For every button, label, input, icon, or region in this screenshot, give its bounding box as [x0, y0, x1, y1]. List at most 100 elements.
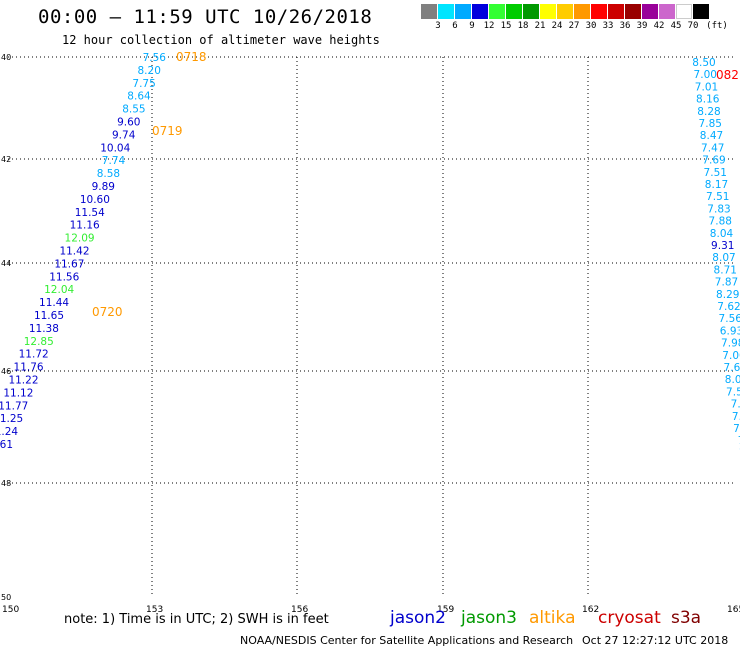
scale-label: (ft) — [706, 21, 728, 31]
wave-height-value: 9.74 — [112, 129, 136, 141]
wave-height-value: 11.24 — [0, 426, 18, 438]
y-tick-label: 42 — [1, 155, 11, 164]
wave-height-value: 7.75 — [132, 78, 155, 90]
satellite-track-2: 8.507.007.018.168.287.858.477.477.697.51… — [692, 57, 740, 459]
wave-height-value: 7.51 — [706, 191, 729, 203]
wave-height-value: 11.44 — [39, 297, 69, 309]
wave-height-value: 7.63 — [724, 362, 740, 374]
scale-label: 27 — [568, 21, 580, 31]
x-tick-label: 153 — [146, 605, 163, 615]
wave-height-value: 7.6 — [733, 423, 740, 435]
wave-height-value: 10.60 — [80, 194, 110, 206]
wave-height-value: 7.06 — [722, 350, 740, 362]
wave-height-value: 11.16 — [70, 220, 100, 232]
scale-swatch — [557, 4, 574, 19]
wave-height-value: 11.42 — [59, 246, 89, 258]
wave-height-value: 7.88 — [709, 216, 732, 228]
scale-label: 45 — [670, 21, 682, 31]
wave-height-value: 7.56 — [143, 52, 167, 64]
wave-height-value: 8.04 — [710, 228, 734, 240]
wave-height-value: 8.16 — [696, 94, 720, 106]
wave-height-value: 11.54 — [75, 207, 105, 219]
wave-height-value: 7. — [739, 447, 740, 459]
y-tick-label: 46 — [1, 367, 11, 376]
scale-label: 12 — [483, 21, 495, 31]
wave-height-value: 7. — [738, 435, 740, 447]
x-axis-ticks: 150 153 156 159 162 165 — [2, 605, 740, 615]
wave-height-value: 7.83 — [707, 203, 730, 215]
wave-height-value: 11.77 — [0, 400, 28, 412]
wave-height-value: 8.64 — [127, 91, 151, 103]
legend-entry-jason2: jason2 — [390, 608, 446, 628]
wave-height-value: 7.98 — [721, 338, 740, 350]
wave-height-value: 12.85 — [24, 336, 54, 348]
scale-swatch — [489, 4, 506, 19]
scale-swatch — [625, 4, 642, 19]
wave-height-value: 9.31 — [711, 240, 734, 252]
wave-height-value: 8.17 — [705, 179, 728, 191]
legend-entry-jason3: jason3 — [461, 608, 517, 628]
scale-swatch — [523, 4, 540, 19]
note-text: note: 1) Time is in UTC; 2) SWH is in fe… — [64, 612, 329, 627]
wave-height-value: 10.04 — [100, 142, 130, 154]
legend-entry-s3a: s3a — [671, 608, 702, 628]
scale-swatch — [591, 4, 608, 19]
wave-height-value: 8.47 — [700, 130, 723, 142]
wave-height-value: 7.51 — [704, 167, 727, 179]
wave-height-value: 7.3 — [731, 399, 740, 411]
x-tick-label: 165 — [727, 605, 740, 615]
wave-height-value: 8.05 — [725, 374, 740, 386]
scale-label: 24 — [551, 21, 563, 31]
scale-swatch — [642, 4, 659, 19]
credit-text: NOAA/NESDIS Center for Satellite Applica… — [240, 634, 574, 647]
wave-height-value: 7.01 — [695, 81, 718, 93]
wave-height-value: 11.61 — [0, 439, 13, 451]
legend-entry-altika: altika — [529, 608, 576, 628]
scale-swatch — [659, 4, 676, 19]
scale-swatch — [472, 4, 489, 19]
legend-entry-cryosat: cryosat — [598, 608, 661, 628]
wave-height-value: 12.04 — [44, 284, 74, 296]
wave-height-value: 11.56 — [49, 271, 79, 283]
scale-label: 18 — [517, 21, 529, 31]
y-axis-ticks: 40 42 44 46 48 50 — [1, 53, 11, 602]
wave-height-value: 11.76 — [14, 362, 44, 374]
color-scale-labels: 3 6 9 12 15 18 21 24 27 30 33 36 39 42 45 70 (ft) — [421, 21, 740, 33]
wave-height-value: 8.20 — [138, 65, 161, 77]
scale-label: 33 — [602, 21, 614, 31]
map-grid — [8, 56, 733, 597]
wave-height-value: 11.22 — [8, 375, 38, 387]
scale-label: 15 — [500, 21, 512, 31]
scale-label: 42 — [653, 21, 665, 31]
scale-label: 39 — [636, 21, 648, 31]
scale-label: 21 — [534, 21, 546, 31]
wave-height-value: 8.71 — [714, 264, 737, 276]
wave-height-value: 9.89 — [92, 181, 115, 193]
wave-height-value: 7.47 — [701, 142, 724, 154]
x-tick-label: 159 — [437, 605, 454, 615]
scale-swatch — [693, 4, 710, 19]
scale-label: 9 — [469, 21, 475, 31]
scale-label: 36 — [619, 21, 631, 31]
wave-height-value: 7.56 — [719, 313, 740, 325]
wave-height-value: 8.28 — [697, 106, 720, 118]
scale-label: 70 — [687, 21, 699, 31]
pass-time-label: 0718 — [176, 50, 207, 64]
wave-height-value: 6.93 — [720, 325, 740, 337]
wave-height-value: 8.58 — [97, 168, 120, 180]
page-title: 00:00 – 11:59 UTC 10/26/2018 — [38, 6, 373, 28]
scale-swatch — [438, 4, 455, 19]
y-tick-label: 48 — [1, 479, 11, 488]
wave-height-value: 11.25 — [0, 413, 23, 425]
wave-height-value: 7.3 — [732, 411, 740, 423]
pass-time-label: 082 — [716, 68, 739, 82]
wave-height-value: 7.69 — [702, 155, 725, 167]
scale-swatch — [574, 4, 591, 19]
y-tick-label: 44 — [1, 259, 11, 268]
wave-height-value: 11.67 — [54, 258, 84, 270]
scale-swatch — [676, 4, 693, 19]
wave-height-value: 7.54 — [726, 386, 740, 398]
x-tick-label: 156 — [291, 605, 308, 615]
wave-height-value: 11.65 — [34, 310, 64, 322]
